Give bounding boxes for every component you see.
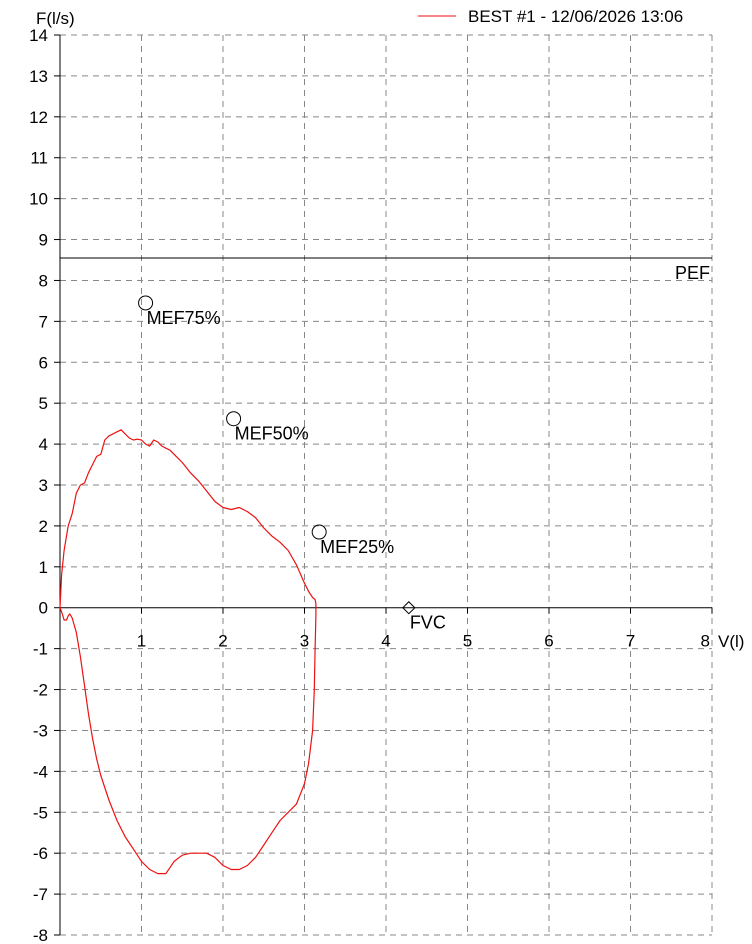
y-tick-label: -8 bbox=[33, 926, 48, 944]
y-tick-label: 3 bbox=[39, 476, 48, 495]
y-tick-label: 12 bbox=[29, 108, 48, 127]
y-tick-label: 0 bbox=[39, 599, 48, 618]
y-tick-label: -1 bbox=[33, 640, 48, 659]
y-tick-label: -2 bbox=[33, 681, 48, 700]
y-tick-label: 5 bbox=[39, 394, 48, 413]
y-tick-label: -6 bbox=[33, 844, 48, 863]
legend-label: BEST #1 - 12/06/2026 13:06 bbox=[468, 7, 683, 26]
x-tick-label: 2 bbox=[218, 632, 227, 651]
y-tick-label: 14 bbox=[29, 26, 48, 45]
pef-label: PEF bbox=[675, 263, 710, 283]
mef50--label: MEF50% bbox=[235, 424, 309, 444]
y-tick-label: -3 bbox=[33, 721, 48, 740]
y-tick-label: 1 bbox=[39, 558, 48, 577]
y-tick-label: 13 bbox=[29, 67, 48, 86]
x-tick-label: 4 bbox=[381, 632, 390, 651]
legend: BEST #1 - 12/06/2026 13:06 bbox=[418, 7, 683, 26]
mef25--marker bbox=[311, 524, 327, 540]
y-axis-label: F(l/s) bbox=[36, 9, 75, 28]
y-tick-label: 8 bbox=[39, 271, 48, 290]
y-tick-label: 6 bbox=[39, 353, 48, 372]
mef75--label: MEF75% bbox=[147, 308, 221, 328]
x-tick-label: 3 bbox=[300, 632, 309, 651]
flow-volume-curve bbox=[59, 429, 317, 875]
x-tick-label: 7 bbox=[626, 632, 635, 651]
x-tick-label: 5 bbox=[463, 632, 472, 651]
y-tick-label: 11 bbox=[30, 149, 48, 168]
mef25--label: MEF25% bbox=[320, 537, 394, 557]
axes bbox=[54, 34, 713, 936]
x-axis-label: V(l) bbox=[718, 632, 744, 651]
x-tick-label: 1 bbox=[137, 632, 146, 651]
y-tick-label: 9 bbox=[39, 231, 48, 250]
fvc-label: FVC bbox=[410, 613, 446, 633]
mef50--marker bbox=[226, 411, 242, 427]
x-tick-label: 6 bbox=[544, 632, 553, 651]
x-tick-label: 8 bbox=[701, 632, 710, 651]
y-tick-label: -4 bbox=[33, 762, 48, 781]
reference-line-group: PEF bbox=[60, 257, 712, 283]
y-tick-label: -7 bbox=[33, 885, 48, 904]
fvc-marker bbox=[402, 601, 416, 615]
mef75--marker bbox=[138, 295, 154, 311]
y-tick-label: -5 bbox=[33, 803, 48, 822]
y-tick-label: 4 bbox=[39, 435, 48, 454]
y-tick-label: 2 bbox=[39, 517, 48, 536]
y-tick-label: 10 bbox=[29, 190, 48, 209]
grid bbox=[60, 34, 713, 936]
y-tick-label: 7 bbox=[39, 312, 48, 331]
annotations-group: MEF75% MEF50% MEF25% FVC bbox=[138, 295, 446, 633]
series-group bbox=[59, 429, 317, 875]
